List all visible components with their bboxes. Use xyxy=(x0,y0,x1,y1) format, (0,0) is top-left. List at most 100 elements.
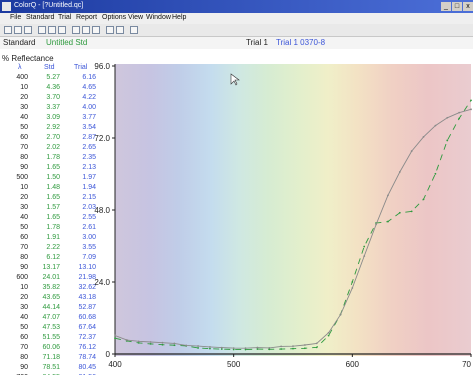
table-row: 60 1.91 3.00 xyxy=(0,234,112,242)
maximize-button[interactable]: □ xyxy=(452,2,462,11)
menu-standard[interactable]: Standard xyxy=(26,14,55,21)
series-2-point xyxy=(209,346,211,348)
std-value-cell: 1.78 xyxy=(46,224,60,231)
wavelength-cell: 50 xyxy=(20,324,28,331)
series-1-point xyxy=(161,343,164,346)
series-1-point xyxy=(410,210,413,213)
copy-icon[interactable] xyxy=(48,26,56,34)
series-1-point xyxy=(303,347,306,350)
trial-value-cell: 1.94 xyxy=(82,184,96,191)
trial-value-cell: 2.87 xyxy=(82,134,96,141)
series-2-point xyxy=(327,331,330,334)
table-title: % Reflectance xyxy=(2,54,54,63)
std-value-cell: 71.18 xyxy=(42,354,60,361)
series-1-point xyxy=(149,342,152,345)
std-value-cell: 1.48 xyxy=(46,184,60,191)
series-2-point xyxy=(422,135,425,138)
paste-icon[interactable] xyxy=(58,26,66,34)
table-row: 90 1.65 2.13 xyxy=(0,164,112,172)
series-1-point xyxy=(434,172,437,175)
grid-icon[interactable] xyxy=(92,26,100,34)
trial-value-cell: 3.54 xyxy=(82,124,96,131)
menu-trial[interactable]: Trial xyxy=(58,14,72,21)
std-value-cell: 43.65 xyxy=(42,294,60,301)
std-value-cell: 2.02 xyxy=(46,144,60,151)
help-icon[interactable] xyxy=(130,26,138,34)
trial-value-cell: 4.22 xyxy=(82,94,96,101)
menu-window[interactable]: Window xyxy=(146,14,171,21)
series-1-point xyxy=(137,342,140,344)
title-bar[interactable]: ColorQ - [?Untitled.qc] _ □ x xyxy=(0,0,473,13)
wavelength-cell: 70 xyxy=(20,144,28,151)
series-2-point xyxy=(280,345,283,348)
plot-icon[interactable] xyxy=(106,26,114,34)
table-row: 20 1.65 2.15 xyxy=(0,194,112,202)
series-2-point xyxy=(303,344,306,346)
table-row: 20 3.70 4.22 xyxy=(0,94,112,102)
wavelength-cell: 90 xyxy=(20,264,28,271)
series-1-point xyxy=(327,334,330,337)
menu-view[interactable]: View xyxy=(128,14,144,21)
series-1-point xyxy=(446,139,449,142)
table-row: 60 2.70 2.87 xyxy=(0,134,112,142)
trial-value-cell: 67.64 xyxy=(78,324,96,331)
trial-value-cell: 21.98 xyxy=(78,274,96,281)
trial-value-cell: 32.62 xyxy=(78,284,96,291)
std-value-cell: 47.07 xyxy=(42,314,60,321)
menu-report[interactable]: Report xyxy=(76,14,98,21)
series-1-point xyxy=(197,347,199,349)
table-row: 50 1.78 2.61 xyxy=(0,224,112,232)
series-2-point xyxy=(137,340,140,343)
series-2-point xyxy=(125,339,128,341)
x-tick-label: 500 xyxy=(227,360,241,369)
table-row: 40 47.07 60.68 xyxy=(0,314,112,322)
wavelength-cell: 400 xyxy=(16,74,28,81)
wavelength-cell: 500 xyxy=(16,174,28,181)
open-icon[interactable] xyxy=(14,26,22,34)
table-row: 60 51.55 72.37 xyxy=(0,334,112,342)
series-1-point xyxy=(256,348,259,350)
series-2-point xyxy=(256,346,259,349)
save-icon[interactable] xyxy=(24,26,32,34)
trial-value-cell: 2.15 xyxy=(82,194,96,201)
wavelength-cell: 20 xyxy=(20,194,28,201)
std-value-cell: 3.37 xyxy=(46,104,60,111)
app-icon xyxy=(2,2,11,11)
table-row: 70 2.22 3.55 xyxy=(0,244,112,252)
menu-help[interactable]: Help xyxy=(172,14,187,21)
table-row: 40 3.09 3.77 xyxy=(0,114,112,122)
series-2-point xyxy=(315,342,318,345)
new-icon[interactable] xyxy=(4,26,12,34)
print-icon[interactable] xyxy=(38,26,46,34)
close-button[interactable]: x xyxy=(463,2,473,11)
settings-icon[interactable] xyxy=(116,26,124,34)
measure-icon[interactable] xyxy=(72,26,80,34)
wavelength-cell: 30 xyxy=(20,304,28,311)
series-1-point xyxy=(220,348,223,350)
trial-value-cell: 2.35 xyxy=(82,154,96,161)
std-value-cell: 78.51 xyxy=(42,364,60,371)
wavelength-cell: 50 xyxy=(20,124,28,131)
trial-value-cell: 60.68 xyxy=(78,314,96,321)
zoom-icon[interactable] xyxy=(82,26,90,34)
y-tick-label: 24.0 xyxy=(94,278,110,287)
table-row: 30 1.57 2.03 xyxy=(0,204,112,212)
table-row: 40 1.65 2.55 xyxy=(0,214,112,222)
spectrum-background xyxy=(115,64,471,356)
series-1-point xyxy=(422,198,425,201)
std-value-cell: 5.27 xyxy=(46,74,60,81)
series-2-point xyxy=(220,346,223,349)
minimize-button[interactable]: _ xyxy=(441,2,451,11)
trial-value-cell: 72.37 xyxy=(78,334,96,341)
trial-value-cell: 1.97 xyxy=(82,174,96,181)
series-2-point xyxy=(375,223,377,226)
table-row: 10 1.48 1.94 xyxy=(0,184,112,192)
reflectance-table: % Reflectance λ Std Trial 400 5.27 6.16 10 4… xyxy=(0,50,112,375)
wavelength-cell: 70 xyxy=(20,244,28,251)
std-value-cell: 1.57 xyxy=(46,204,60,211)
menu-file[interactable]: File xyxy=(10,14,22,21)
trial-label: Trial 1 xyxy=(246,38,268,47)
wavelength-cell: 20 xyxy=(20,294,28,301)
menu-options[interactable]: Options xyxy=(102,14,127,21)
trial-value-cell: 52.87 xyxy=(78,304,96,311)
